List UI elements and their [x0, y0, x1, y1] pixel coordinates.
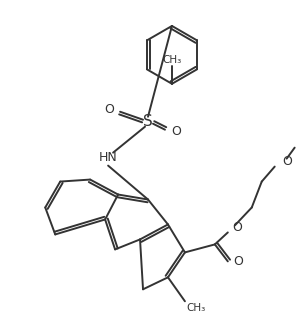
Text: O: O	[232, 221, 242, 234]
Text: HN: HN	[99, 151, 118, 164]
Text: CH₃: CH₃	[162, 55, 181, 65]
Text: O: O	[233, 255, 243, 268]
Text: O: O	[104, 103, 114, 116]
Text: O: O	[171, 125, 181, 138]
Text: S: S	[143, 114, 153, 129]
Text: CH₃: CH₃	[186, 303, 205, 313]
Text: O: O	[283, 155, 293, 168]
